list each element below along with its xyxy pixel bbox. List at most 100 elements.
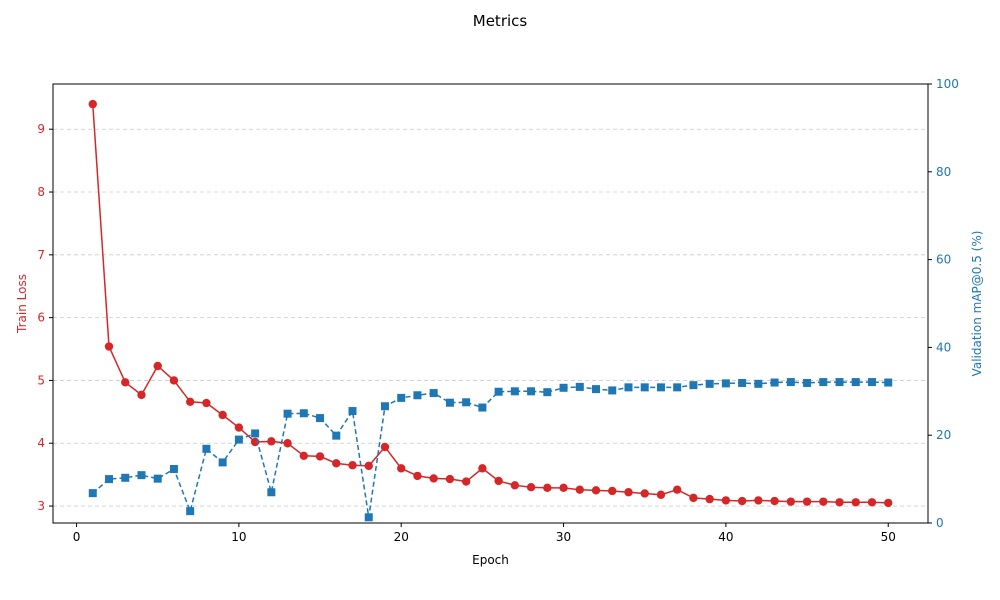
train-loss-point: [672, 485, 682, 494]
validation-map-point: [592, 385, 601, 394]
validation-map-point: [462, 398, 471, 407]
train-loss-point: [851, 498, 860, 507]
validation-map-point: [510, 387, 519, 396]
x-axis-label: Epoch: [472, 553, 509, 567]
train-loss-point: [835, 498, 844, 507]
right-y-tick-label: 0: [936, 516, 944, 530]
plot-frame: [52, 83, 929, 524]
train-loss-point: [543, 483, 552, 493]
validation-map-line: [92, 381, 889, 518]
validation-map-point: [559, 383, 568, 392]
left-y-tick-label: 7: [37, 248, 45, 262]
train-loss-point: [640, 489, 649, 498]
train-loss-point: [283, 439, 292, 448]
validation-map-point: [705, 379, 714, 388]
train-loss-point: [364, 461, 373, 471]
left-y-tick-label: 3: [37, 499, 45, 513]
train-loss-point: [380, 442, 390, 452]
x-tick-label: 40: [718, 530, 733, 544]
left-y-axis-label: Train Loss: [15, 274, 29, 334]
validation-map-point: [527, 387, 536, 396]
validation-map-point: [575, 382, 584, 391]
validation-map-point: [803, 378, 812, 387]
validation-map-point: [608, 386, 617, 395]
train-loss-point: [705, 494, 714, 504]
validation-map-point: [348, 407, 357, 416]
train-loss-point: [575, 485, 584, 494]
validation-map-point: [105, 475, 114, 484]
train-loss-point: [234, 423, 244, 432]
validation-map-point: [478, 403, 487, 412]
train-loss-point: [770, 496, 779, 506]
train-loss-point: [478, 464, 487, 473]
train-loss-point: [413, 471, 422, 481]
x-tick-label: 50: [881, 530, 896, 544]
validation-map-point: [88, 489, 97, 498]
train-loss-point: [624, 488, 633, 497]
train-loss-point: [445, 474, 455, 484]
validation-map-point: [121, 473, 130, 482]
train-loss-point: [267, 437, 276, 446]
train-loss-point: [299, 451, 309, 460]
train-loss-point: [526, 483, 536, 492]
train-loss-point: [104, 342, 114, 351]
validation-map-point: [819, 378, 828, 387]
validation-map-point: [738, 378, 747, 387]
train-loss-point: [591, 486, 601, 495]
x-tick-label: 20: [394, 530, 409, 544]
train-loss-point: [348, 461, 357, 470]
validation-map-point: [445, 398, 454, 407]
chart-title: Metrics: [473, 12, 528, 30]
validation-map-point: [656, 383, 665, 392]
validation-map-point: [786, 378, 795, 387]
train-loss-point: [397, 464, 406, 473]
validation-map-point: [332, 431, 341, 440]
left-y-tick-label: 9: [37, 122, 45, 136]
x-tick-label: 30: [556, 530, 571, 544]
train-loss-point: [721, 496, 731, 505]
validation-map-point: [624, 383, 633, 392]
left-y-axis-ticks: 3 4 5 6 7 8 9: [37, 122, 53, 513]
train-loss-point: [153, 361, 162, 371]
validation-map-point: [494, 387, 503, 396]
train-loss-point: [429, 474, 438, 483]
validation-map-point: [721, 379, 730, 388]
train-loss-point: [315, 452, 325, 461]
validation-map-point: [867, 378, 876, 387]
train-loss-point: [218, 410, 227, 420]
left-y-tick-label: 6: [37, 311, 45, 325]
validation-map-point: [186, 507, 195, 516]
left-y-tick-label: 5: [37, 373, 45, 387]
validation-map-point: [137, 471, 146, 480]
left-y-tick-label: 8: [37, 185, 45, 199]
validation-map-point: [299, 409, 308, 418]
train-loss-point: [689, 493, 698, 503]
validation-map-point: [413, 391, 422, 400]
train-loss-point: [884, 498, 893, 508]
x-axis-ticks: 0 10 20 30 40 50: [73, 523, 896, 544]
validation-map-point: [754, 379, 763, 388]
train-loss-point: [510, 481, 520, 490]
right-y-tick-label: 80: [936, 165, 951, 179]
validation-map-point: [673, 383, 682, 392]
train-loss-point: [169, 376, 179, 385]
series-layer: [88, 99, 893, 522]
right-y-tick-label: 40: [936, 340, 951, 354]
validation-map-point: [251, 429, 260, 438]
validation-map-point: [364, 513, 373, 522]
train-loss-point: [608, 486, 617, 496]
validation-map-point: [153, 474, 162, 483]
left-y-tick-label: 4: [37, 436, 45, 450]
right-y-tick-label: 20: [936, 428, 951, 442]
train-loss-point: [867, 498, 877, 507]
validation-map-point: [283, 409, 292, 418]
validation-map-point: [169, 465, 178, 474]
validation-map-point: [689, 381, 698, 390]
train-loss-point: [185, 397, 195, 406]
right-y-axis-ticks: 0 20 40 60 80 100: [928, 77, 959, 530]
train-loss-point: [754, 496, 763, 505]
train-loss-point: [121, 378, 130, 387]
validation-map-point: [218, 458, 227, 467]
validation-map-point: [851, 378, 860, 387]
validation-map-point: [267, 488, 276, 497]
